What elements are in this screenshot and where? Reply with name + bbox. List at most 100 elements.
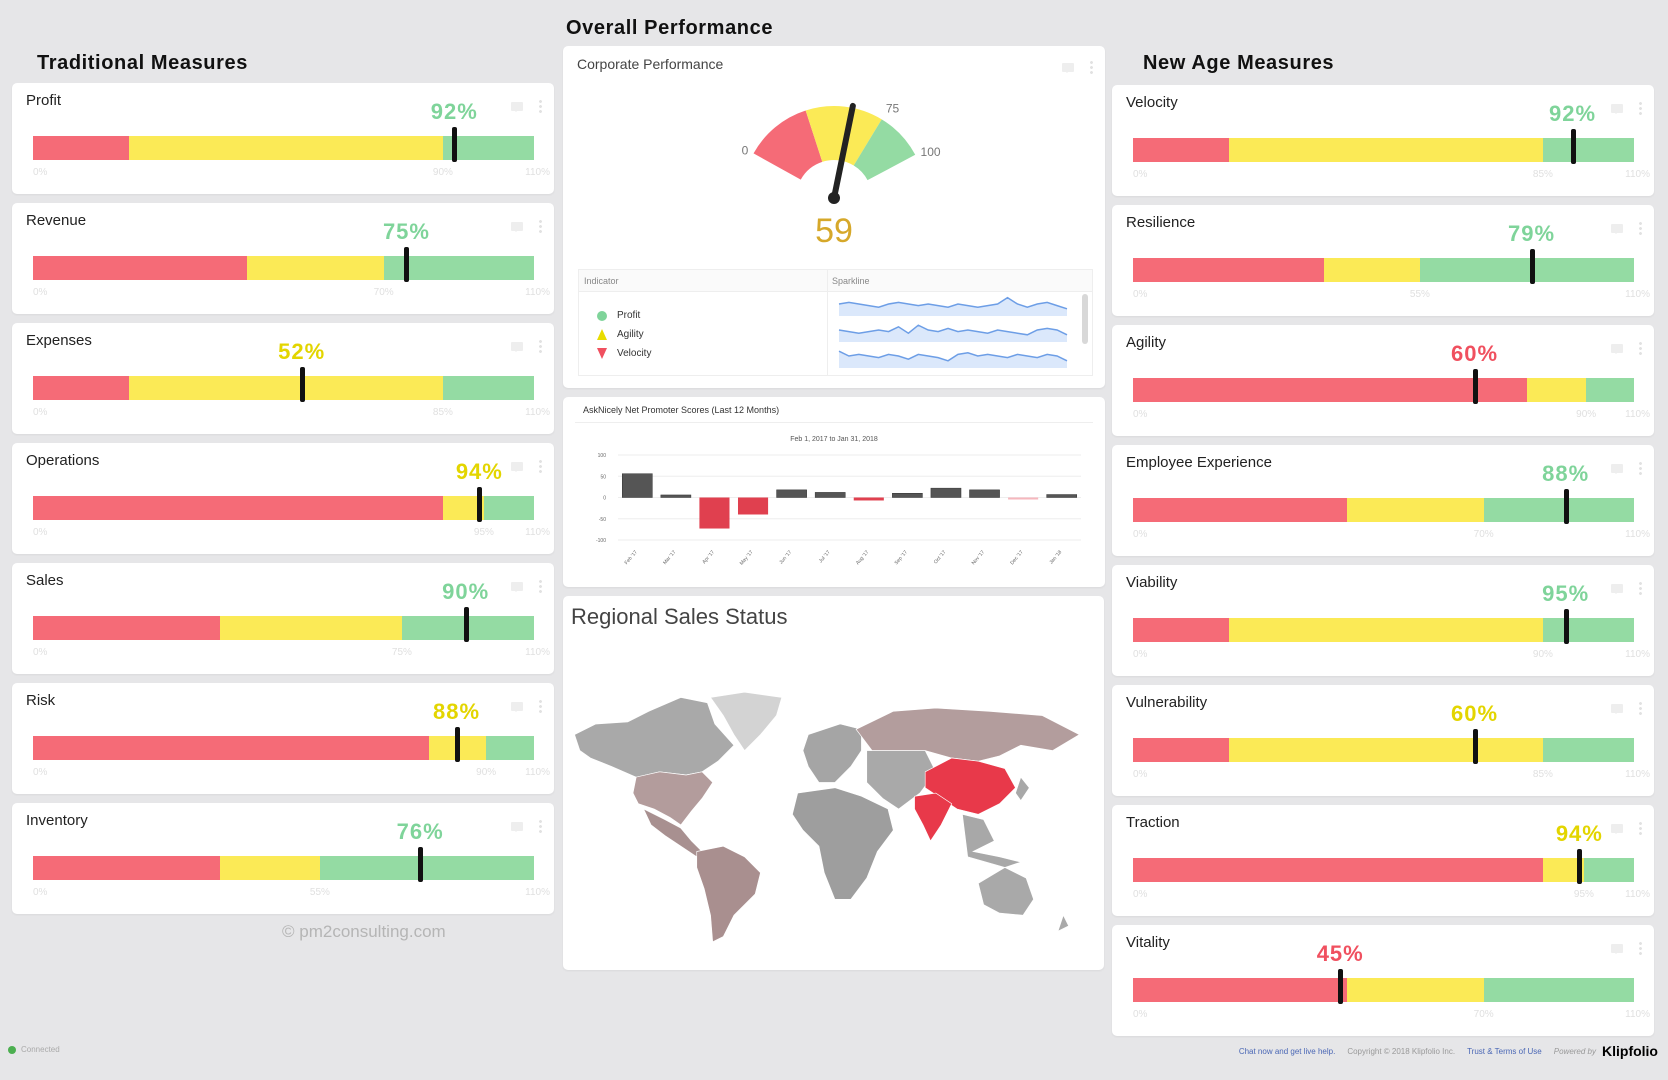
measure-title: Expenses xyxy=(26,332,92,349)
bullet-bar xyxy=(33,496,534,520)
comment-icon[interactable] xyxy=(511,822,523,832)
column-header-indicator[interactable]: Indicator xyxy=(584,276,619,286)
red-band xyxy=(1133,978,1348,1002)
comment-icon[interactable] xyxy=(1611,344,1623,354)
measure-card-revenue: Revenue 75% 0% 70% 110% xyxy=(12,203,554,314)
bar-Jan '18[interactable] xyxy=(1046,494,1078,498)
comment-icon[interactable] xyxy=(511,102,523,112)
value-label: 90% xyxy=(442,579,490,604)
copyright: Copyright © 2018 Klipfolio Inc. xyxy=(1347,1046,1456,1056)
world-map[interactable] xyxy=(572,690,1085,945)
more-options-icon[interactable] xyxy=(1639,821,1642,836)
more-options-icon[interactable] xyxy=(1639,941,1642,956)
bar-Mar '17[interactable] xyxy=(660,494,692,498)
comment-icon[interactable] xyxy=(511,582,523,592)
connected-icon xyxy=(8,1045,16,1054)
comment-icon[interactable] xyxy=(1611,584,1623,594)
bar-Jul '17[interactable] xyxy=(814,492,846,498)
region-india[interactable] xyxy=(914,792,953,842)
bullet-bar xyxy=(33,376,534,400)
more-options-icon[interactable] xyxy=(1639,341,1642,356)
region-greenland[interactable] xyxy=(710,691,783,752)
more-options-icon[interactable] xyxy=(539,339,542,354)
comment-icon[interactable] xyxy=(1611,224,1623,234)
region-australia[interactable] xyxy=(977,867,1034,916)
comment-icon[interactable] xyxy=(1062,63,1074,73)
measure-card-viability: Viability 95% 0% 90% 110% xyxy=(1112,565,1654,676)
value-marker xyxy=(418,847,424,882)
more-options-icon[interactable] xyxy=(1639,461,1642,476)
green-band xyxy=(1542,138,1634,162)
region-japan[interactable] xyxy=(1015,776,1030,802)
comment-icon[interactable] xyxy=(511,342,523,352)
table-scrollbar[interactable] xyxy=(1082,294,1088,344)
more-options-icon[interactable] xyxy=(539,819,542,834)
bar-Sep '17[interactable] xyxy=(892,493,923,498)
measure-card-operations: Operations 94% 0% 95% 110% xyxy=(12,443,554,554)
more-options-icon[interactable] xyxy=(539,219,542,234)
measure-title: Risk xyxy=(26,692,56,709)
red-band xyxy=(33,736,430,760)
region-south-america[interactable] xyxy=(696,845,761,943)
comment-icon[interactable] xyxy=(1611,464,1623,474)
more-options-icon[interactable] xyxy=(1639,581,1642,596)
more-options-icon[interactable] xyxy=(539,579,542,594)
tick-max: 110% xyxy=(1625,889,1650,900)
klipfolio-logo[interactable]: Klipfolio xyxy=(1602,1043,1658,1059)
comment-icon[interactable] xyxy=(511,462,523,472)
tick-threshold: 55% xyxy=(309,887,330,898)
gauge-value: 59 xyxy=(815,212,853,250)
tick-max: 110% xyxy=(1625,409,1650,420)
yellow-band xyxy=(1347,978,1484,1002)
measure-card-traction: Traction 94% 0% 95% 110% xyxy=(1112,805,1654,916)
bullet-bar xyxy=(33,736,534,760)
more-options-icon[interactable] xyxy=(539,459,542,474)
y-tick-label: -100 xyxy=(596,538,606,544)
comment-icon[interactable] xyxy=(1611,944,1623,954)
yellow-band xyxy=(219,616,402,640)
bar-Jun '17[interactable] xyxy=(776,489,807,498)
indicator-label: Agility xyxy=(617,329,644,340)
comment-icon[interactable] xyxy=(1611,104,1623,114)
yellow-band xyxy=(128,136,443,160)
comment-icon[interactable] xyxy=(1611,824,1623,834)
indicator-label: Profit xyxy=(617,310,641,321)
measure-title: Velocity xyxy=(1126,94,1178,111)
value-marker xyxy=(1577,849,1583,884)
more-options-icon[interactable] xyxy=(1639,101,1642,116)
region-africa[interactable] xyxy=(792,787,894,900)
value-label: 88% xyxy=(1542,461,1590,486)
bar-Aug '17[interactable] xyxy=(853,497,884,501)
region-europe[interactable] xyxy=(802,723,862,783)
region-southeast-asia[interactable] xyxy=(962,813,1022,868)
value-marker xyxy=(1563,609,1569,644)
comment-icon[interactable] xyxy=(1611,704,1623,714)
region-middle-east[interactable] xyxy=(866,750,937,810)
green-band xyxy=(1583,858,1634,882)
sparkline-area xyxy=(839,351,1067,368)
region-united-states[interactable] xyxy=(632,771,714,826)
region-new-zealand[interactable] xyxy=(1057,914,1070,932)
more-options-icon[interactable] xyxy=(1639,701,1642,716)
measure-card-vulnerability: Vulnerability 60% 0% 85% 110% xyxy=(1112,685,1654,796)
bar-Dec '17[interactable] xyxy=(1008,497,1039,500)
comment-icon[interactable] xyxy=(511,222,523,232)
column-header-sparkline[interactable]: Sparkline xyxy=(832,276,870,286)
bar-May '17[interactable] xyxy=(737,497,769,515)
more-options-icon[interactable] xyxy=(1639,221,1642,236)
region-canada[interactable] xyxy=(574,697,735,778)
more-options-icon[interactable] xyxy=(1090,60,1093,75)
bar-Oct '17[interactable] xyxy=(930,487,962,498)
comment-icon[interactable] xyxy=(511,702,523,712)
chat-link[interactable]: Chat now and get live help. xyxy=(1238,1046,1336,1056)
bullet-bar xyxy=(1133,258,1634,282)
more-options-icon[interactable] xyxy=(539,699,542,714)
green-band xyxy=(486,736,534,760)
tick-min: 0% xyxy=(33,887,48,898)
terms-link[interactable]: Trust & Terms of Use xyxy=(1467,1046,1542,1056)
bar-Nov '17[interactable] xyxy=(969,489,1000,498)
more-options-icon[interactable] xyxy=(539,99,542,114)
bar-Apr '17[interactable] xyxy=(699,497,730,529)
bar-Feb '17[interactable] xyxy=(621,473,653,498)
green-band xyxy=(442,376,534,400)
